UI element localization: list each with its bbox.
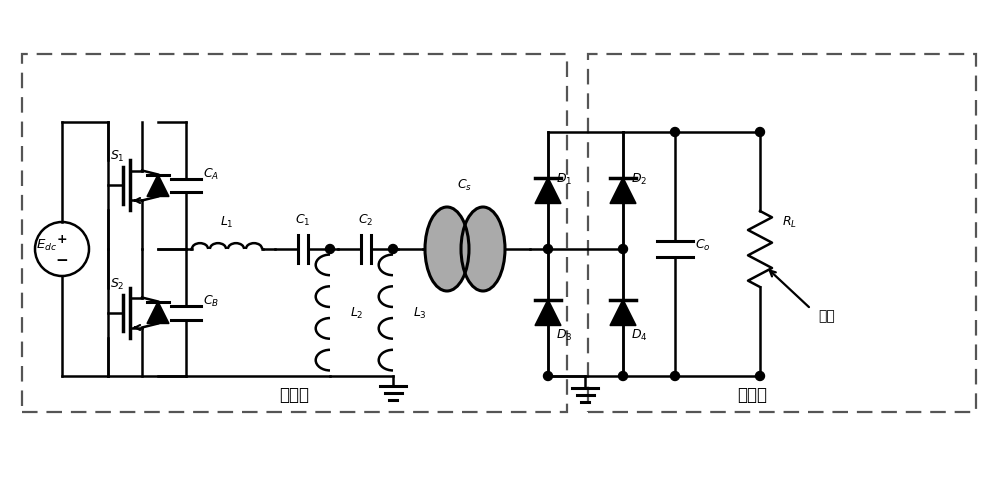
Circle shape <box>543 245 552 254</box>
Text: $C_s$: $C_s$ <box>457 178 473 193</box>
Polygon shape <box>535 178 561 204</box>
Text: 接收端: 接收端 <box>737 385 767 403</box>
Text: $C_B$: $C_B$ <box>203 293 219 308</box>
Text: $S_1$: $S_1$ <box>110 149 125 164</box>
Polygon shape <box>535 300 561 326</box>
Text: $R_L$: $R_L$ <box>782 214 797 229</box>
Circle shape <box>389 245 398 254</box>
Text: $C_o$: $C_o$ <box>695 237 711 252</box>
Text: $D_1$: $D_1$ <box>556 172 572 187</box>
Text: 发射端: 发射端 <box>280 385 310 403</box>
Text: $E_{dc}$: $E_{dc}$ <box>36 237 57 252</box>
Circle shape <box>326 245 335 254</box>
Circle shape <box>755 372 764 381</box>
Text: $L_1$: $L_1$ <box>220 214 234 229</box>
Circle shape <box>618 245 628 254</box>
Circle shape <box>670 128 679 137</box>
Text: $C_2$: $C_2$ <box>358 212 373 227</box>
Circle shape <box>618 372 628 381</box>
Circle shape <box>755 128 764 137</box>
Text: $C_1$: $C_1$ <box>295 212 310 227</box>
Text: $S_2$: $S_2$ <box>110 276 125 291</box>
Ellipse shape <box>461 208 505 291</box>
Text: $L_2$: $L_2$ <box>350 305 364 320</box>
Text: +: + <box>57 233 67 246</box>
Circle shape <box>670 372 679 381</box>
Text: −: − <box>56 253 68 268</box>
Text: $D_3$: $D_3$ <box>556 327 573 342</box>
Text: $L_3$: $L_3$ <box>413 305 427 320</box>
Text: $C_A$: $C_A$ <box>203 166 219 182</box>
Polygon shape <box>610 300 636 326</box>
Ellipse shape <box>425 208 469 291</box>
Text: $D_4$: $D_4$ <box>631 327 648 342</box>
Polygon shape <box>147 302 169 324</box>
Circle shape <box>543 372 552 381</box>
Polygon shape <box>147 175 169 197</box>
Polygon shape <box>610 178 636 204</box>
Text: $D_2$: $D_2$ <box>631 172 647 187</box>
Text: 电池: 电池 <box>818 308 835 322</box>
